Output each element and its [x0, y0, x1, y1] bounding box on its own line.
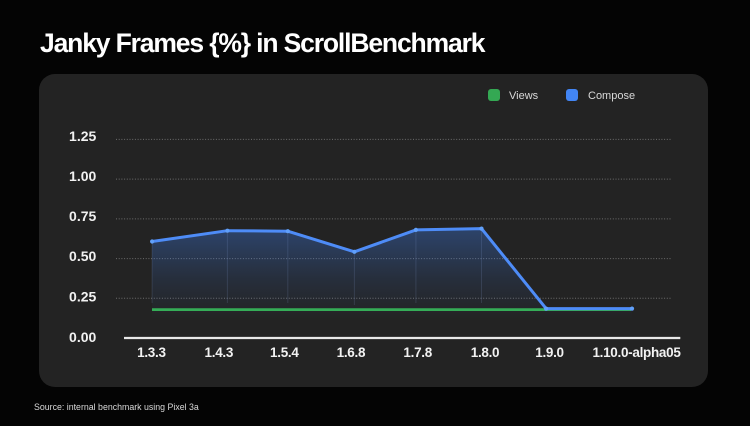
svg-text:1.10.0-alpha05: 1.10.0-alpha05: [592, 345, 681, 360]
svg-text:1.3.3: 1.3.3: [137, 345, 166, 360]
svg-text:0.25: 0.25: [69, 288, 96, 304]
svg-text:1.8.0: 1.8.0: [471, 345, 500, 360]
svg-text:0.75: 0.75: [69, 208, 96, 224]
svg-text:1.6.8: 1.6.8: [337, 345, 366, 360]
svg-text:1.7.8: 1.7.8: [403, 345, 432, 360]
svg-text:1.00: 1.00: [69, 168, 96, 184]
svg-text:1.25: 1.25: [69, 128, 96, 144]
svg-text:1.9.0: 1.9.0: [535, 345, 564, 360]
svg-text:0.00: 0.00: [69, 329, 96, 345]
svg-text:0.50: 0.50: [69, 248, 96, 264]
svg-text:1.5.4: 1.5.4: [270, 345, 299, 360]
svg-text:1.4.3: 1.4.3: [205, 345, 234, 360]
